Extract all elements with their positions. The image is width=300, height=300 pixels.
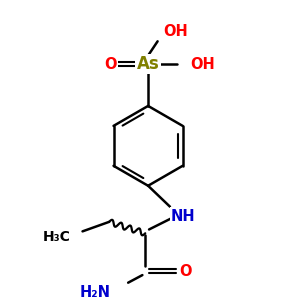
Text: NH: NH bbox=[171, 209, 196, 224]
Text: O: O bbox=[104, 57, 116, 72]
Text: OH: OH bbox=[190, 57, 215, 72]
Text: OH: OH bbox=[163, 24, 188, 39]
Text: H₃C: H₃C bbox=[43, 230, 71, 244]
Text: O: O bbox=[179, 264, 191, 279]
Text: As: As bbox=[137, 55, 160, 73]
Text: H₂N: H₂N bbox=[80, 285, 111, 300]
